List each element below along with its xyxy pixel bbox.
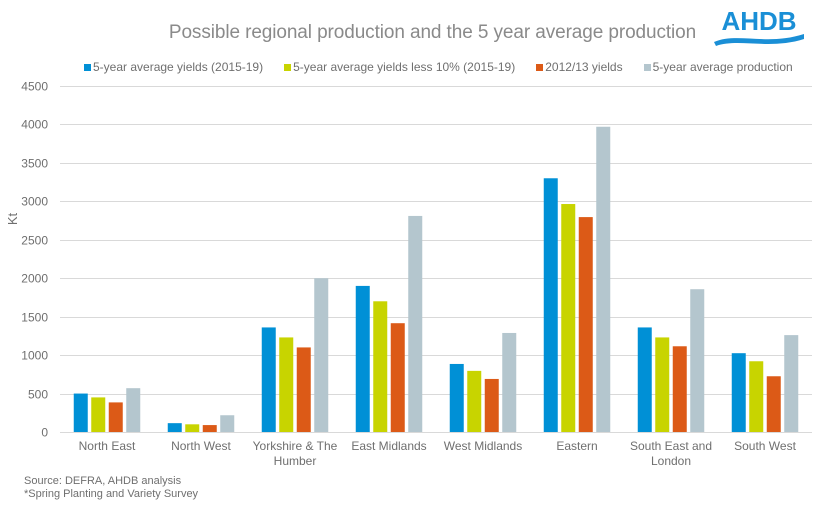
- y-tick-label: 500: [28, 388, 48, 402]
- bar: [655, 337, 670, 432]
- legend-label: 5-year average yields less 10% (2015-19): [293, 60, 516, 74]
- chart-title: Possible regional production and the 5 y…: [168, 22, 697, 43]
- y-tick-label: 2000: [21, 272, 48, 286]
- bar: [543, 178, 558, 432]
- y-tick-label: 3000: [21, 195, 48, 209]
- bar: [185, 424, 200, 432]
- bar: [449, 363, 464, 432]
- bar: [355, 285, 370, 432]
- x-tick-label: South East and: [630, 439, 712, 453]
- logo-wave-icon: [714, 34, 804, 46]
- y-tick-label: 3500: [21, 157, 48, 171]
- x-tick-label: Yorkshire & The: [253, 439, 338, 453]
- bar: [279, 337, 294, 432]
- bar: [108, 402, 123, 432]
- x-tick-label: London: [651, 454, 691, 468]
- bar: [784, 335, 799, 432]
- bar: [578, 217, 593, 432]
- y-tick-label: 2500: [21, 234, 48, 248]
- legend-swatch-icon: [284, 63, 292, 71]
- y-tick-label: 1500: [21, 311, 48, 325]
- bar: [373, 301, 388, 432]
- bar: [408, 215, 423, 432]
- survey-note: *Spring Planting and Variety Survey: [24, 488, 199, 500]
- y-axis-label: Kt: [5, 212, 20, 225]
- legend-item: 2012/13 yields: [536, 60, 623, 74]
- bar: [637, 327, 652, 432]
- bar: [126, 388, 141, 432]
- bar: [484, 378, 499, 432]
- source-note: Source: DEFRA, AHDB analysis: [24, 475, 182, 487]
- legend-label: 5-year average production: [652, 60, 793, 74]
- bar: [731, 353, 746, 432]
- bar: [167, 423, 182, 432]
- y-axis-ticks: 0 500 1000 1500 2000 2500 3000 3500 4000 4500: [21, 80, 48, 440]
- y-tick-label: 4000: [21, 118, 48, 132]
- bar: [502, 332, 517, 432]
- bar: [749, 361, 764, 432]
- legend-label: 2012/13 yields: [545, 60, 623, 74]
- bar: [596, 126, 611, 433]
- bar: [261, 327, 276, 432]
- legend-item: 5-year average yields less 10% (2015-19): [284, 60, 515, 74]
- x-tick-label: East Midlands: [351, 439, 426, 453]
- x-tick-label: North West: [171, 439, 231, 453]
- chart-footer: Source: DEFRA, AHDB analysis *Spring Pla…: [24, 475, 198, 501]
- bars: [73, 126, 799, 433]
- bar: [390, 323, 405, 432]
- x-tick-label: West Midlands: [444, 439, 522, 453]
- x-tick-label: North East: [79, 439, 136, 453]
- logo-text: AHDB: [721, 6, 796, 36]
- bar: [202, 425, 217, 432]
- bar: [314, 278, 329, 432]
- legend-swatch-icon: [643, 63, 651, 71]
- bar: [296, 347, 311, 432]
- y-tick-label: 1000: [21, 349, 48, 363]
- x-axis-labels: North East North West Yorkshire & TheHumbe…: [79, 439, 797, 468]
- bar: [766, 376, 781, 432]
- legend-swatch-icon: [84, 63, 91, 71]
- bar: [220, 415, 235, 432]
- chart-legend: 5-year average yields (2015-19) 5-year a…: [84, 60, 814, 74]
- x-tick-label: Eastern: [556, 439, 597, 453]
- bar: [690, 289, 705, 432]
- y-tick-label: 4500: [21, 80, 48, 94]
- x-tick-label: South West: [734, 439, 796, 453]
- x-tick-label: Humber: [274, 454, 317, 468]
- bar: [73, 393, 88, 432]
- ahdb-logo: AHDB: [714, 6, 804, 46]
- bar: [91, 397, 106, 432]
- bar: [672, 346, 687, 432]
- legend-swatch-icon: [536, 63, 544, 71]
- bar: [467, 370, 482, 432]
- bar: [561, 204, 576, 432]
- y-tick-label: 0: [41, 426, 48, 440]
- legend-label: 5-year average yields (2015-19): [93, 60, 264, 74]
- legend-item: 5-year average yields (2015-19): [84, 60, 263, 74]
- legend-item: 5-year average production: [643, 60, 793, 74]
